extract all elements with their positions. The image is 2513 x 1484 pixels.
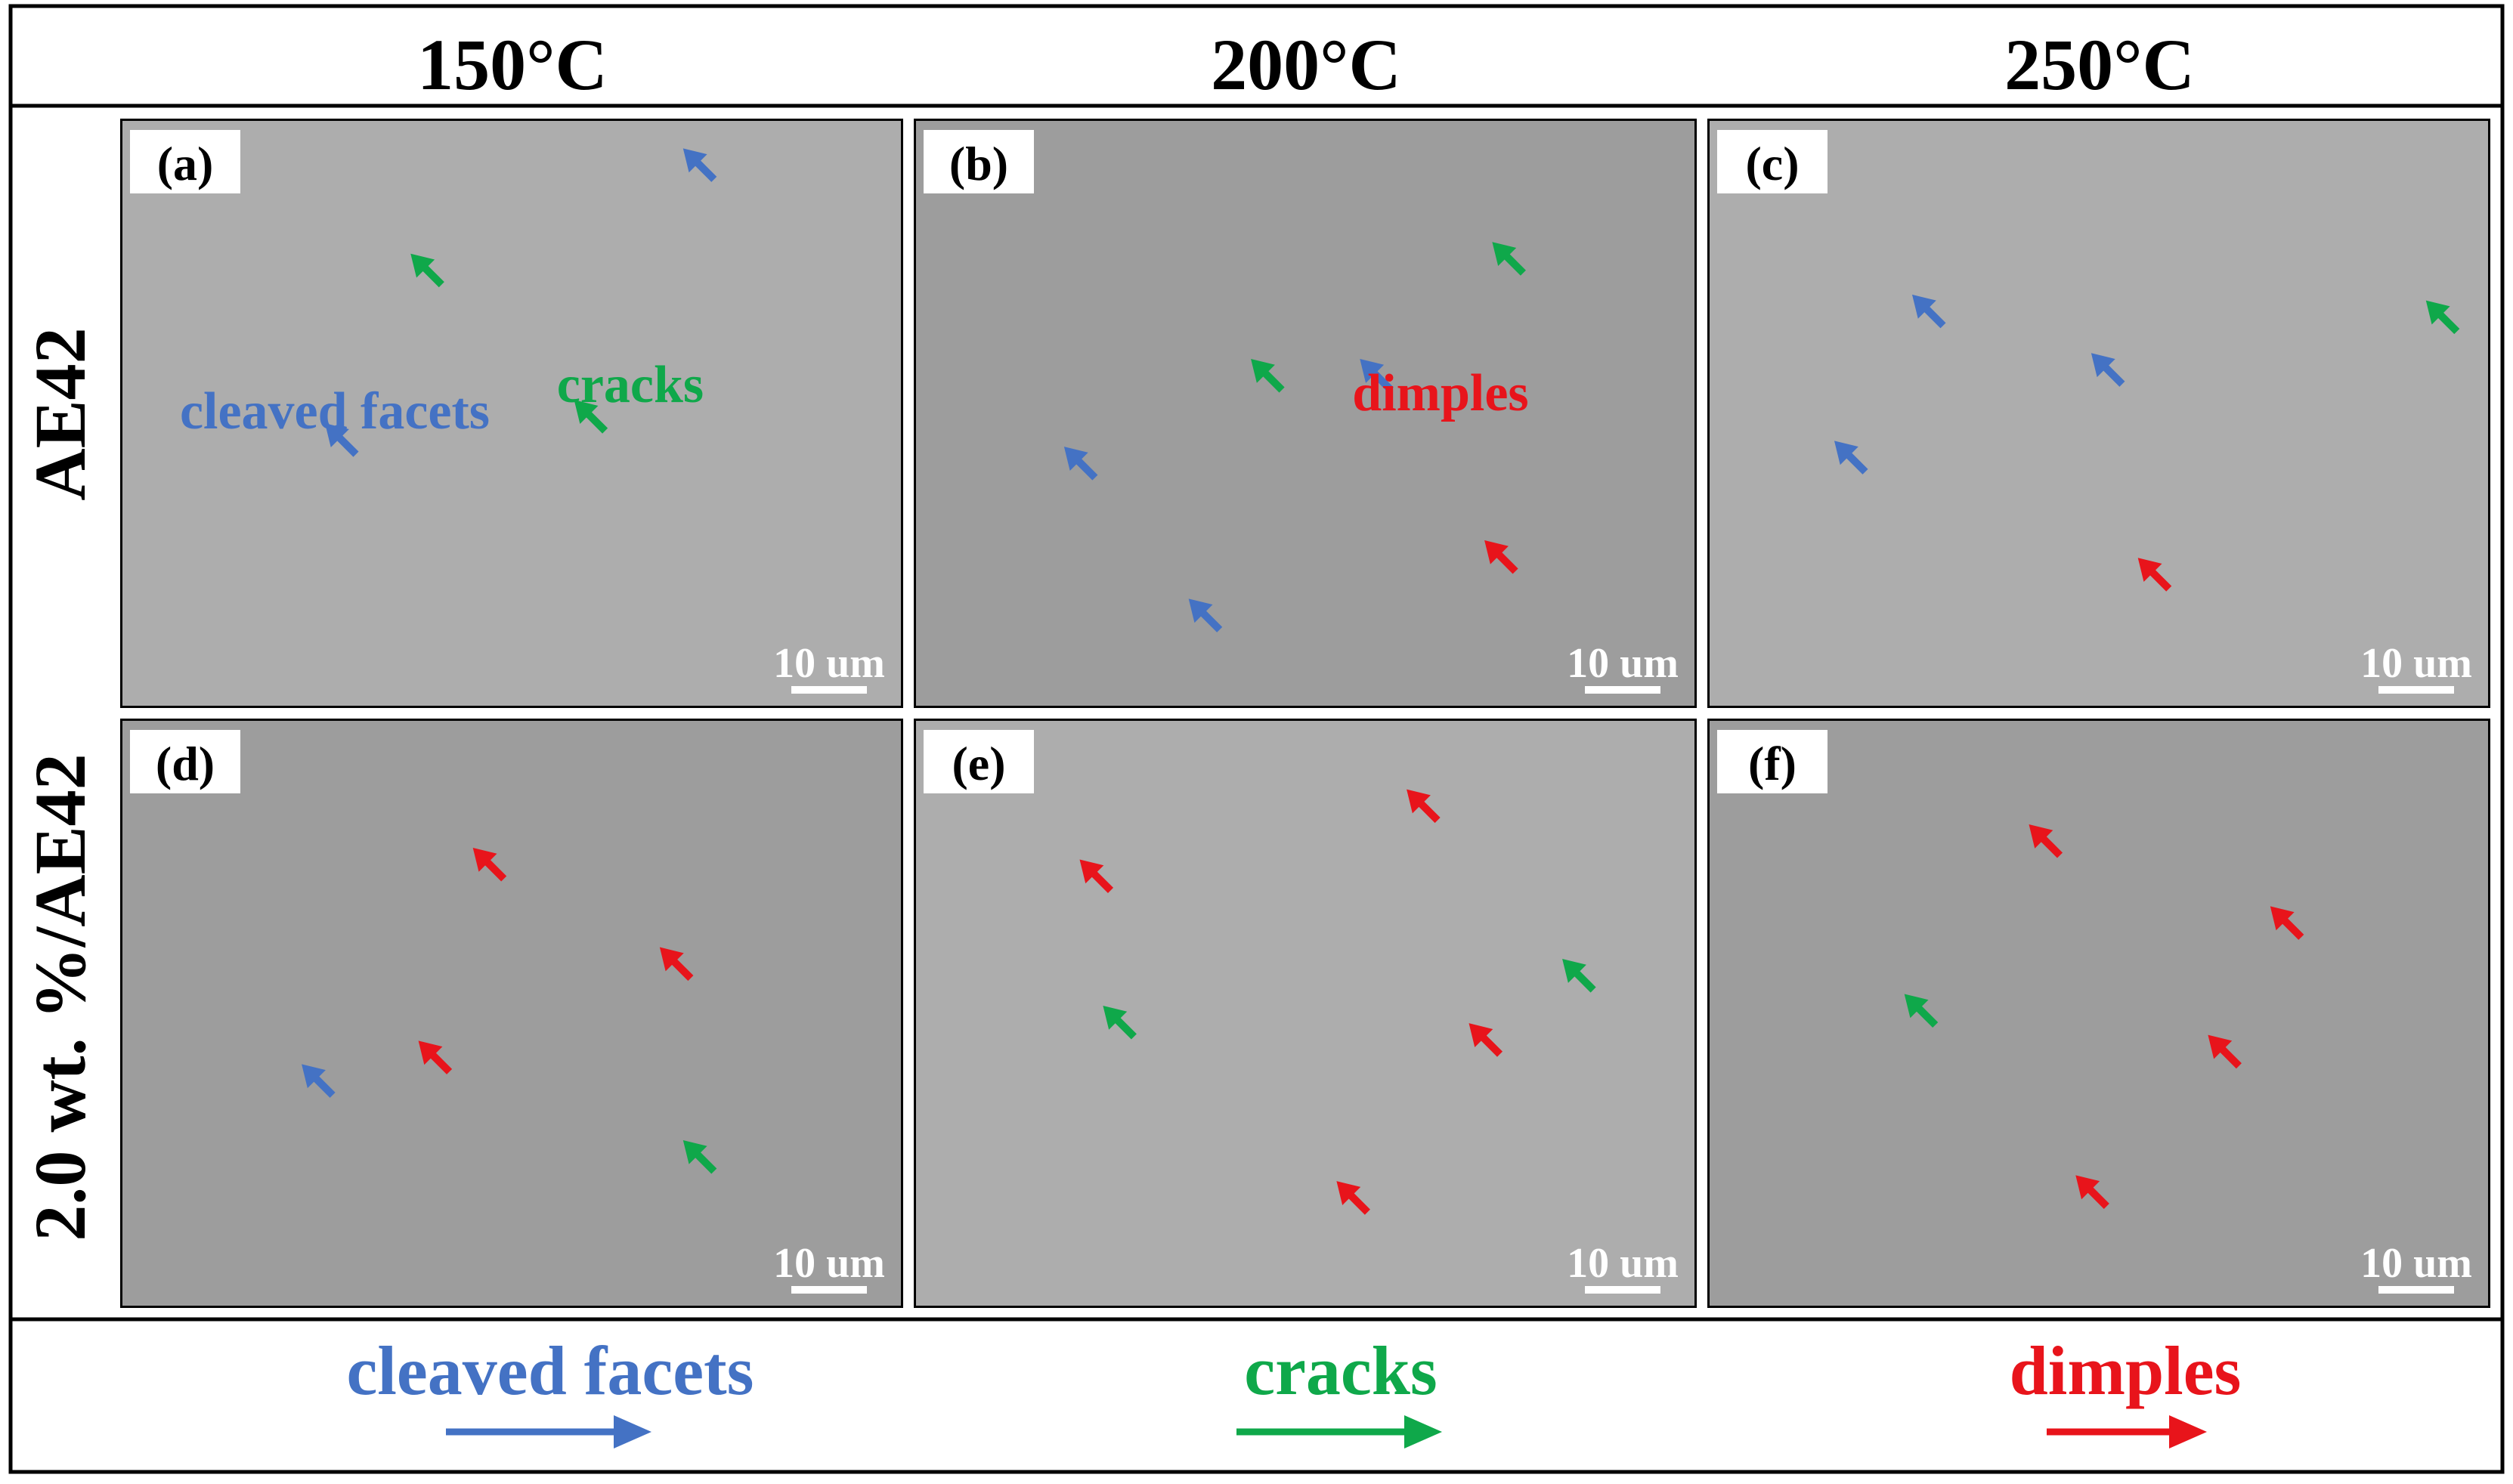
arrow-dimples-f-3 xyxy=(2208,1034,2242,1069)
sem-panel-d: (d) 10 um xyxy=(120,719,903,1308)
arrow-dimples-e-0 xyxy=(1407,789,1441,824)
legend-dimples-arrow xyxy=(2047,1415,2207,1448)
panel-label-text: (d) xyxy=(156,737,215,790)
scale-bar-a: 10 um xyxy=(773,640,885,694)
panel-label-text: (a) xyxy=(157,137,214,190)
annotation-cleaved-facets-a: cleaved facets xyxy=(180,382,490,441)
arrow-cleaved-facets-b-5 xyxy=(1188,598,1223,632)
panel-grid: (a) 10 um cleaved facets cracks (b) 10 um dimp… xyxy=(120,119,2490,1308)
sem-panel-f: (f) 10 um xyxy=(1707,719,2490,1308)
annotation-dimples-b: dimples xyxy=(1352,364,1528,422)
scale-bar-e: 10 um xyxy=(1567,1240,1679,1294)
scale-bar-text: 10 um xyxy=(1567,1240,1679,1287)
arrow-dimples-e-4 xyxy=(1468,1023,1503,1057)
outer-frame xyxy=(8,4,2505,1474)
column-header-200: 200°C xyxy=(1211,24,1401,105)
arrow-cleaved-facets-c-0 xyxy=(1911,294,1946,329)
legend: cleaved facets cracks dimples xyxy=(347,1332,2242,1448)
arrow-cleaved-facets-d-3 xyxy=(302,1064,336,1098)
arrow-cracks-e-2 xyxy=(1562,959,1596,993)
arrow-cracks-b-0 xyxy=(1492,242,1526,276)
panel-label-text: (e) xyxy=(952,737,1005,790)
row-label-composite: 2.0 wt. %/AE42 xyxy=(20,753,101,1241)
arrow-cleaved-facets-c-3 xyxy=(1834,441,1868,475)
panel-label-text: (f) xyxy=(1748,737,1797,790)
arrow-cleaved-facets-a-0 xyxy=(682,148,717,182)
scale-bar-f: 10 um xyxy=(2360,1240,2472,1294)
arrow-cracks-d-4 xyxy=(682,1139,717,1174)
panel-label-c: (c) xyxy=(1717,130,1827,193)
legend-cracks-label: cracks xyxy=(1244,1332,1437,1409)
arrow-cracks-e-3 xyxy=(1103,1005,1137,1040)
arrow-cracks-c-1 xyxy=(2425,300,2460,335)
arrow-cleaved-facets-c-2 xyxy=(2091,353,2125,387)
arrow-dimples-b-4 xyxy=(1484,539,1518,574)
panel-label-text: (c) xyxy=(1745,137,1799,190)
scale-bar-text: 10 um xyxy=(1567,640,1679,687)
arrow-cracks-a-3 xyxy=(574,400,608,434)
scale-bar-c: 10 um xyxy=(2360,640,2472,694)
column-header-150: 150°C xyxy=(417,24,608,105)
arrow-dimples-f-1 xyxy=(2270,906,2304,940)
panel-label-b: (b) xyxy=(924,130,1034,193)
sem-panel-b: (b) 10 um dimples xyxy=(914,119,1697,708)
scale-bar-text: 10 um xyxy=(773,1240,885,1287)
legend-cracks-arrow xyxy=(1236,1415,1442,1448)
scale-bar-text: 10 um xyxy=(2360,640,2472,687)
panel-label-f: (f) xyxy=(1717,730,1827,793)
arrow-dimples-d-0 xyxy=(472,847,507,882)
arrow-cracks-f-2 xyxy=(1904,994,1939,1028)
row-label-ae42: AE42 xyxy=(20,327,101,500)
scale-bar-d: 10 um xyxy=(773,1240,885,1294)
scale-bar-text: 10 um xyxy=(773,640,885,687)
arrow-dimples-f-4 xyxy=(2075,1175,2109,1209)
legend-cleaved-facets-label: cleaved facets xyxy=(347,1332,754,1409)
arrow-dimples-c-4 xyxy=(2137,558,2172,592)
panel-label-d: (d) xyxy=(130,730,240,793)
panel-label-a: (a) xyxy=(130,130,240,193)
arrow-cracks-b-1 xyxy=(1251,359,1285,393)
sem-panel-a: (a) 10 um cleaved facets cracks xyxy=(120,119,903,708)
arrow-cleaved-facets-a-2 xyxy=(324,423,359,457)
scale-bar-text: 10 um xyxy=(2360,1240,2472,1287)
column-header-250: 250°C xyxy=(2004,24,2195,105)
arrow-cleaved-facets-b-3 xyxy=(1063,447,1098,481)
sem-panel-e: (e) 10 um xyxy=(914,719,1697,1308)
panel-label-e: (e) xyxy=(924,730,1034,793)
arrow-dimples-e-1 xyxy=(1079,859,1114,893)
annotation-cracks-a: cracks xyxy=(557,356,704,414)
arrow-cleaved-facets-b-2 xyxy=(1360,359,1394,393)
legend-dimples-label: dimples xyxy=(2010,1332,2242,1409)
sem-panel-c: (c) 10 um xyxy=(1707,119,2490,708)
legend-cleaved-facets-arrow xyxy=(446,1415,651,1448)
arrow-cracks-a-1 xyxy=(410,253,444,288)
scale-bar-b: 10 um xyxy=(1567,640,1679,694)
arrow-dimples-d-1 xyxy=(659,947,694,982)
arrow-dimples-e-5 xyxy=(1336,1181,1370,1215)
panel-label-text: (b) xyxy=(949,137,1008,190)
arrow-dimples-d-2 xyxy=(418,1040,453,1074)
arrow-dimples-f-0 xyxy=(2029,824,2063,858)
